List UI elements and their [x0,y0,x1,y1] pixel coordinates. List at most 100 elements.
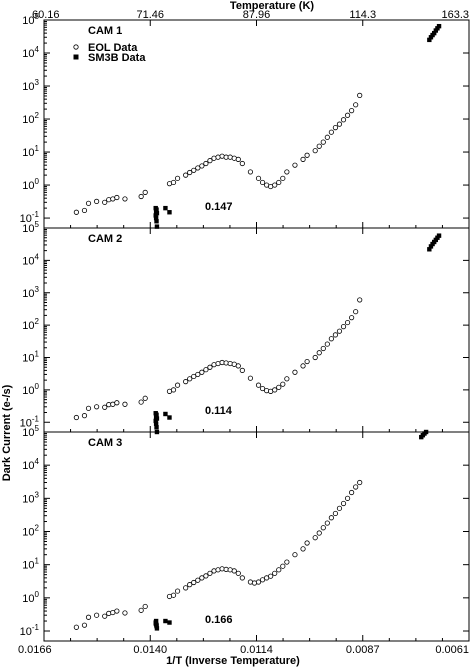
eol-data-point [344,495,351,501]
eol-data-point [85,614,92,620]
top-tick-label: 163.3 [441,9,469,21]
eol-data-point [94,198,100,204]
eol-data-point [114,608,120,614]
legend-eol-marker [73,44,79,50]
eol-data-point [102,199,108,205]
eol-data-point [106,197,112,203]
y-tick-label: 10-1 [20,414,40,429]
eol-data-point [292,369,298,375]
eol-data-point [231,568,237,574]
sm3b-data-point [154,224,160,229]
eol-data-point [349,489,355,496]
y-tick-label: 102 [22,524,39,539]
panel-annotation: 0.147 [205,201,233,213]
eol-data-point [284,376,290,382]
eol-data-point [195,165,201,171]
eol-data-point [316,350,322,356]
eol-data-point [304,540,310,546]
eol-data-point [357,297,363,303]
eol-data-point [324,341,330,347]
sm3b-data-point [154,211,160,216]
sm3b-data-point [154,416,160,421]
chart-panels: 10-1 100 101 102 103 104 105 CAM 1 0.147 EOL Data… [20,12,470,642]
eol-data-point [142,189,148,195]
eol-data-point [276,384,282,390]
x-tick-label: 0.0114 [240,644,273,656]
bottom-axis-ticks: 0.0166 0.0140 0.0114 0.0087 0.0061 [18,644,469,656]
y-tick-label: 105 [22,424,39,439]
eol-data-point [340,117,347,123]
eol-data-point [191,579,197,586]
y-tick-label: 100 [22,177,39,192]
eol-data-point [170,179,177,186]
eol-data-point [304,358,310,365]
eol-data-point [328,336,334,342]
eol-data-point [336,328,343,334]
panel-annotation: 0.114 [205,405,233,417]
eol-data-point [138,399,144,405]
panel-frame [43,227,470,433]
eol-data-point [304,152,310,158]
y-tick-label: 100 [22,590,39,605]
eol-data-point [199,369,205,375]
eol-data-point [207,570,213,576]
eol-data-point [259,179,266,186]
eol-data-point [239,367,245,373]
y-tick-label: 101 [22,144,39,159]
eol-data-point [187,376,193,382]
eol-data-point [195,371,201,378]
sm3b-data-point [153,411,158,416]
sm3b-data-point [153,618,159,624]
eol-data-point [349,108,355,114]
eol-data-point [170,387,177,393]
panel-annotation: 0.166 [205,614,233,626]
y-tick-label: 101 [22,350,39,365]
panel-frame [43,431,470,642]
eol-data-point [316,143,322,149]
eol-data-point [264,387,270,394]
eol-data-point [114,194,120,201]
eol-data-point [102,404,108,410]
eol-data-point [81,622,88,628]
eol-data-point [353,102,359,108]
eol-data-point [312,148,318,154]
eol-data-point [174,382,181,388]
eol-data-point [191,373,197,380]
eol-data-point [203,160,209,167]
sm3b-data-point [153,421,159,426]
eol-data-point [276,179,282,186]
eol-data-point [332,510,339,517]
x-tick-label: 0.0140 [133,644,167,656]
eol-data-point [255,579,262,585]
y-tick-label: 10-1 [20,210,40,225]
eol-data-point [284,169,290,175]
sm3b-data-point [167,620,172,625]
eol-data-point [349,315,355,321]
eol-data-point [207,364,213,370]
eol-data-point [239,575,245,581]
eol-data-point [187,169,193,176]
sm3b-data-point [153,621,158,626]
top-tick-label: 114.3 [349,9,376,21]
y-tick-label: 102 [22,317,39,332]
eol-data-point [203,367,209,373]
eol-data-point [292,552,298,558]
sm3b-data-point [163,205,168,211]
eol-data-point [94,404,100,410]
sm3b-data-point [436,233,442,238]
sm3b-data-point [423,429,429,435]
eol-data-point [199,163,205,169]
eol-data-point [207,158,213,164]
panel-label: CAM 3 [88,437,122,449]
panel-1: 10-1 100 101 102 103 104 105 CAM 1 0.147 EOL Data… [20,12,470,229]
eol-data-point [81,413,88,419]
eol-data-point [73,209,79,215]
panel-label: CAM 2 [88,233,122,245]
eol-data-point [142,603,148,610]
eol-data-point [259,577,266,583]
eol-data-point [320,345,326,352]
eol-data-point [85,200,92,206]
y-tick-label: 103 [22,285,39,300]
